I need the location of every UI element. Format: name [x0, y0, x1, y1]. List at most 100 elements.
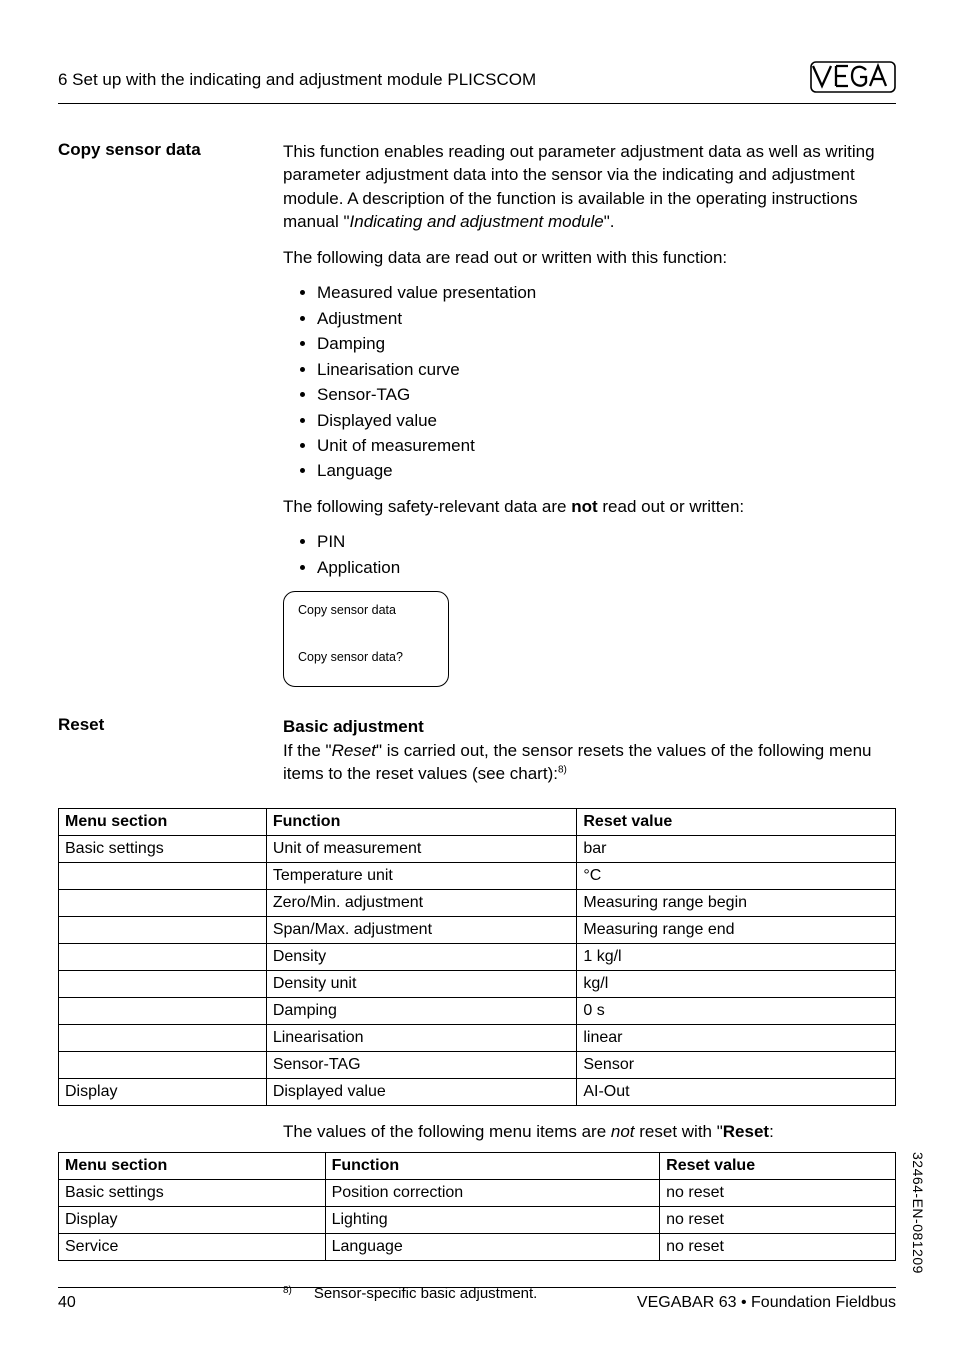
- table-row: Density1 kg/l: [59, 943, 896, 970]
- table-cell: Damping: [266, 997, 577, 1024]
- mid-para-a: The values of the following menu items a…: [283, 1122, 611, 1141]
- table-cell: Service: [59, 1233, 326, 1260]
- table-cell: [59, 943, 267, 970]
- copy-para-1b: ".: [604, 212, 615, 231]
- table-cell: [59, 1024, 267, 1051]
- table-row: Damping0 s: [59, 997, 896, 1024]
- vega-logo: [810, 60, 896, 99]
- table-row: Density unitkg/l: [59, 970, 896, 997]
- table-row: DisplayDisplayed valueAI-Out: [59, 1078, 896, 1105]
- copy-body: This function enables reading out parame…: [283, 140, 896, 705]
- mid-para-italic: not: [611, 1122, 635, 1141]
- reset-footref: 8): [558, 765, 567, 776]
- table-cell: Linearisation: [266, 1024, 577, 1051]
- table-cell: Sensor: [577, 1051, 896, 1078]
- mid-para-bold: Reset: [723, 1122, 769, 1141]
- table-cell: [59, 916, 267, 943]
- table-cell: kg/l: [577, 970, 896, 997]
- table-row: Span/Max. adjustmentMeasuring range end: [59, 916, 896, 943]
- table-row: Temperature unit°C: [59, 862, 896, 889]
- table-cell: [59, 889, 267, 916]
- document-id: 32464-EN-081209: [910, 1152, 926, 1274]
- table-cell: linear: [577, 1024, 896, 1051]
- bullet-item: Language: [317, 459, 896, 482]
- copy-para-3b: read out or written:: [598, 497, 744, 516]
- bullet-item: Application: [317, 556, 896, 579]
- lcd-line-2: Copy sensor data?: [298, 649, 434, 666]
- section-reset: Reset Basic adjustment If the "Reset" is…: [58, 715, 896, 797]
- chapter-title: 6 Set up with the indicating and adjustm…: [58, 70, 536, 90]
- table-cell: 0 s: [577, 997, 896, 1024]
- table-cell: Zero/Min. adjustment: [266, 889, 577, 916]
- table-header: Function: [325, 1152, 660, 1179]
- page-number: 40: [58, 1294, 76, 1312]
- mid-para: The values of the following menu items a…: [283, 1122, 896, 1142]
- table-header: Function: [266, 808, 577, 835]
- sidehead-copy: Copy sensor data: [58, 140, 283, 705]
- table-header: Reset value: [577, 808, 896, 835]
- table-row: Basic settingsPosition correctionno rese…: [59, 1179, 896, 1206]
- mid-para-c: :: [769, 1122, 774, 1141]
- table-cell: Language: [325, 1233, 660, 1260]
- table-cell: Span/Max. adjustment: [266, 916, 577, 943]
- table-cell: 1 kg/l: [577, 943, 896, 970]
- copy-para-3: The following safety-relevant data are n…: [283, 495, 896, 518]
- table-cell: Density: [266, 943, 577, 970]
- table-cell: Display: [59, 1206, 326, 1233]
- copy-para-1: This function enables reading out parame…: [283, 140, 896, 234]
- table-cell: Displayed value: [266, 1078, 577, 1105]
- bullet-item: PIN: [317, 530, 896, 553]
- page-footer: 40 VEGABAR 63 • Foundation Fieldbus: [58, 1287, 896, 1312]
- page-header: 6 Set up with the indicating and adjustm…: [58, 60, 896, 104]
- table-cell: Measuring range end: [577, 916, 896, 943]
- section-copy-sensor-data: Copy sensor data This function enables r…: [58, 140, 896, 705]
- reset-para-italic: Reset: [332, 741, 376, 760]
- sidehead-reset: Reset: [58, 715, 283, 797]
- table-cell: [59, 1051, 267, 1078]
- table-cell: [59, 970, 267, 997]
- table-header: Menu section: [59, 808, 267, 835]
- reset-para: If the "Reset" is carried out, the senso…: [283, 739, 896, 786]
- table-cell: [59, 862, 267, 889]
- reset-body: Basic adjustment If the "Reset" is carri…: [283, 715, 896, 797]
- table-header: Reset value: [660, 1152, 896, 1179]
- table-cell: Sensor-TAG: [266, 1051, 577, 1078]
- table-cell: AI-Out: [577, 1078, 896, 1105]
- copy-para-1-italic: Indicating and adjustment module: [350, 212, 604, 231]
- copy-para-3-bold: not: [571, 497, 597, 516]
- reset-table-2: Menu sectionFunctionReset valueBasic set…: [58, 1152, 896, 1261]
- copy-bullets-1: Measured value presentation AdjustmentDam…: [283, 281, 896, 483]
- bullet-item: Damping: [317, 332, 896, 355]
- table-cell: no reset: [660, 1179, 896, 1206]
- table-cell: Position correction: [325, 1179, 660, 1206]
- table-cell: Display: [59, 1078, 267, 1105]
- table-row: ServiceLanguageno reset: [59, 1233, 896, 1260]
- table-cell: Density unit: [266, 970, 577, 997]
- table-row: Sensor-TAGSensor: [59, 1051, 896, 1078]
- reset-para-a: If the ": [283, 741, 332, 760]
- table-cell: no reset: [660, 1233, 896, 1260]
- table-cell: Lighting: [325, 1206, 660, 1233]
- copy-bullets-2: PIN Application: [283, 530, 896, 579]
- table-row: DisplayLightingno reset: [59, 1206, 896, 1233]
- bullet-item: Adjustment: [317, 307, 896, 330]
- table-cell: no reset: [660, 1206, 896, 1233]
- bullet-item: Measured value presentation: [317, 281, 896, 304]
- bullet-item: Sensor-TAG: [317, 383, 896, 406]
- table-cell: bar: [577, 835, 896, 862]
- bullet-item: Linearisation curve: [317, 358, 896, 381]
- table-cell: Unit of measurement: [266, 835, 577, 862]
- reset-subhead: Basic adjustment: [283, 715, 896, 738]
- product-name: VEGABAR 63 • Foundation Fieldbus: [637, 1294, 896, 1312]
- mid-para-b: reset with ": [635, 1122, 723, 1141]
- bullet-item: Unit of measurement: [317, 434, 896, 457]
- table-row: Linearisationlinear: [59, 1024, 896, 1051]
- lcd-display-box: Copy sensor data Copy sensor data?: [283, 591, 449, 687]
- table-cell: Temperature unit: [266, 862, 577, 889]
- lcd-line-1: Copy sensor data: [298, 602, 434, 619]
- table-cell: Basic settings: [59, 835, 267, 862]
- reset-table-1: Menu sectionFunctionReset value Basic set…: [58, 808, 896, 1106]
- copy-para-2: The following data are read out or writt…: [283, 246, 896, 269]
- table-cell: Basic settings: [59, 1179, 326, 1206]
- table-cell: Measuring range begin: [577, 889, 896, 916]
